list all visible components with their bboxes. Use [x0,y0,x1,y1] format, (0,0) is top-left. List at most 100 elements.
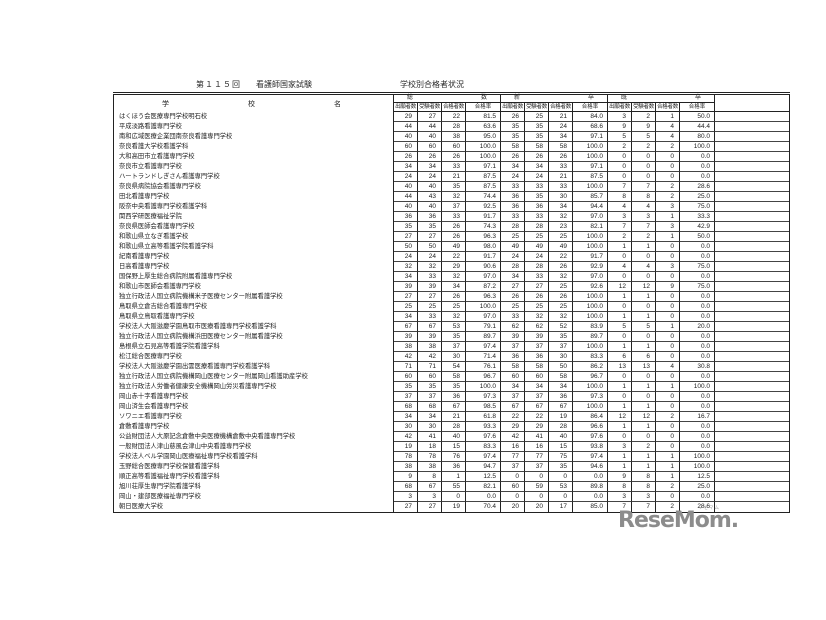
pass-rate-cell: 79.1 [466,322,501,332]
count-cell: 20 [501,502,525,512]
count-cell: 36 [501,202,525,212]
count-cell: 0 [656,432,680,442]
table-row: 学校法人大阪滋慶学園鳥取市医療看護専門学校看護学科 67 67 53 79.1 62 62 5… [114,322,789,332]
count-cell: 2 [632,112,656,122]
blank-cell [715,492,789,502]
col-header-applicants: 出願者数 [394,103,418,112]
pass-rate-cell: 97.4 [573,452,608,462]
count-cell: 34 [549,202,573,212]
table-row: 大和高田市立看護専門学校 26 26 26 100.0 26 26 26 100.0 0 0 0 0.0 [114,152,789,162]
count-cell: 26 [418,152,442,162]
count-cell: 12 [608,282,632,292]
pass-rate-cell: 97.1 [466,162,501,172]
school-name-cell: 独立行政法人労働者健康安全機構岡山労災看護専門学校 [114,382,394,392]
count-cell: 33 [442,162,466,172]
count-cell: 4 [656,362,680,372]
table-row: 阪奈中央看護専門学校看護学科 40 40 37 92.5 36 36 34 94.4 4 4 3 75.… [114,202,789,212]
school-name-cell: 阪奈中央看護専門学校看護学科 [114,202,394,212]
count-cell: 27 [394,502,418,512]
count-cell: 37 [394,392,418,402]
blank-cell [715,442,789,452]
pass-rate-cell: 0.0 [680,422,715,432]
count-cell: 49 [549,242,573,252]
count-cell: 38 [418,462,442,472]
count-cell: 22 [442,252,466,262]
pass-rate-cell: 93.3 [466,422,501,432]
count-cell: 8 [632,192,656,202]
table-row: 玉野総合医療専門学校保健看護学科 38 38 36 94.7 37 37 35 94.6 1 1 1 1… [114,462,789,472]
count-cell: 76 [442,452,466,462]
pass-rate-cell: 90.6 [466,262,501,272]
pass-rate-cell: 97.0 [573,272,608,282]
pass-rate-cell: 0.0 [680,242,715,252]
count-cell: 0 [608,432,632,442]
blank-cell [715,342,789,352]
pass-rate-cell: 0.0 [680,302,715,312]
count-cell: 5 [632,322,656,332]
count-cell: 1 [608,422,632,432]
count-cell: 60 [501,482,525,492]
count-cell: 0 [656,302,680,312]
count-cell: 7 [608,182,632,192]
count-cell: 34 [525,162,549,172]
pass-rate-cell: 0.0 [680,292,715,302]
blank-cell [715,252,789,262]
blank-cell [715,132,789,142]
blank-cell [715,392,789,402]
pass-rate-cell: 91.7 [466,212,501,222]
count-cell: 0 [632,152,656,162]
count-cell: 2 [656,502,680,512]
pass-rate-cell: 87.5 [573,172,608,182]
count-cell: 26 [525,292,549,302]
count-cell: 44 [418,122,442,132]
count-cell: 1 [608,382,632,392]
pass-rate-cell: 87.5 [466,172,501,182]
count-cell: 2 [656,182,680,192]
count-cell: 0 [608,152,632,162]
col-header-passers: 合格者数 [549,103,573,112]
table-row: 学校法人ベル学園岡山医療福祉専門学校看護学科 78 78 76 97.4 77 77 75 97… [114,452,789,462]
count-cell: 6 [632,352,656,362]
count-cell: 1 [608,402,632,412]
pass-rate-cell: 80.0 [680,132,715,142]
blank-cell [715,112,789,122]
count-cell: 3 [418,492,442,502]
count-cell: 26 [442,292,466,302]
table-header: 学 校 名 総 数 新 卒 既 卒 [114,95,789,112]
count-cell: 58 [549,142,573,152]
count-cell: 29 [394,112,418,122]
table-row: 日高看護専門学校 32 32 29 90.6 28 28 26 92.9 4 4 3 75.0 [114,262,789,272]
count-cell: 78 [394,452,418,462]
count-cell: 0 [549,472,573,482]
pass-rate-cell: 12.5 [680,472,715,482]
blank-cell [715,362,789,372]
count-cell: 0 [656,172,680,182]
count-cell: 21 [442,412,466,422]
count-cell: 34 [394,272,418,282]
header-columns: 総 数 新 卒 既 卒 出願者数 受験者数 合格者数 [394,95,715,112]
school-name-cell: 一般財団法人津山慈風会津山中央看護専門学校 [114,442,394,452]
count-cell: 34 [394,412,418,422]
count-cell: 36 [501,192,525,202]
table-row: 岡山赤十字看護専門学校 37 37 36 97.3 37 37 36 97.3 0 0 0 0.0 [114,392,789,402]
count-cell: 68 [394,402,418,412]
pass-rate-cell: 100.0 [466,152,501,162]
pass-rate-cell: 87.5 [466,182,501,192]
count-cell: 60 [394,372,418,382]
count-cell: 9 [632,122,656,132]
school-name-cell: 大和高田市立看護専門学校 [114,152,394,162]
table-row: 順正高等看護福祉専門学校看護学科 9 8 1 12.5 0 0 0 0.0 9 8 1 12.5 [114,472,789,482]
blank-cell [715,452,789,462]
pass-rate-cell: 94.4 [573,202,608,212]
count-cell: 9 [394,472,418,482]
pass-rate-cell: 0.0 [680,332,715,342]
count-cell: 37 [501,342,525,352]
col-header-passers: 合格者数 [656,103,680,112]
count-cell: 32 [549,272,573,282]
col-header-passers: 合格者数 [442,103,466,112]
count-cell: 19 [442,502,466,512]
table-row: 倉敷看護専門学校 30 30 28 93.3 29 29 28 96.6 1 1 0 0.0 [114,422,789,432]
school-name-cell: 鳥取県立倉吉総合看護専門学校 [114,302,394,312]
count-cell: 33 [525,182,549,192]
count-cell: 28 [525,222,549,232]
